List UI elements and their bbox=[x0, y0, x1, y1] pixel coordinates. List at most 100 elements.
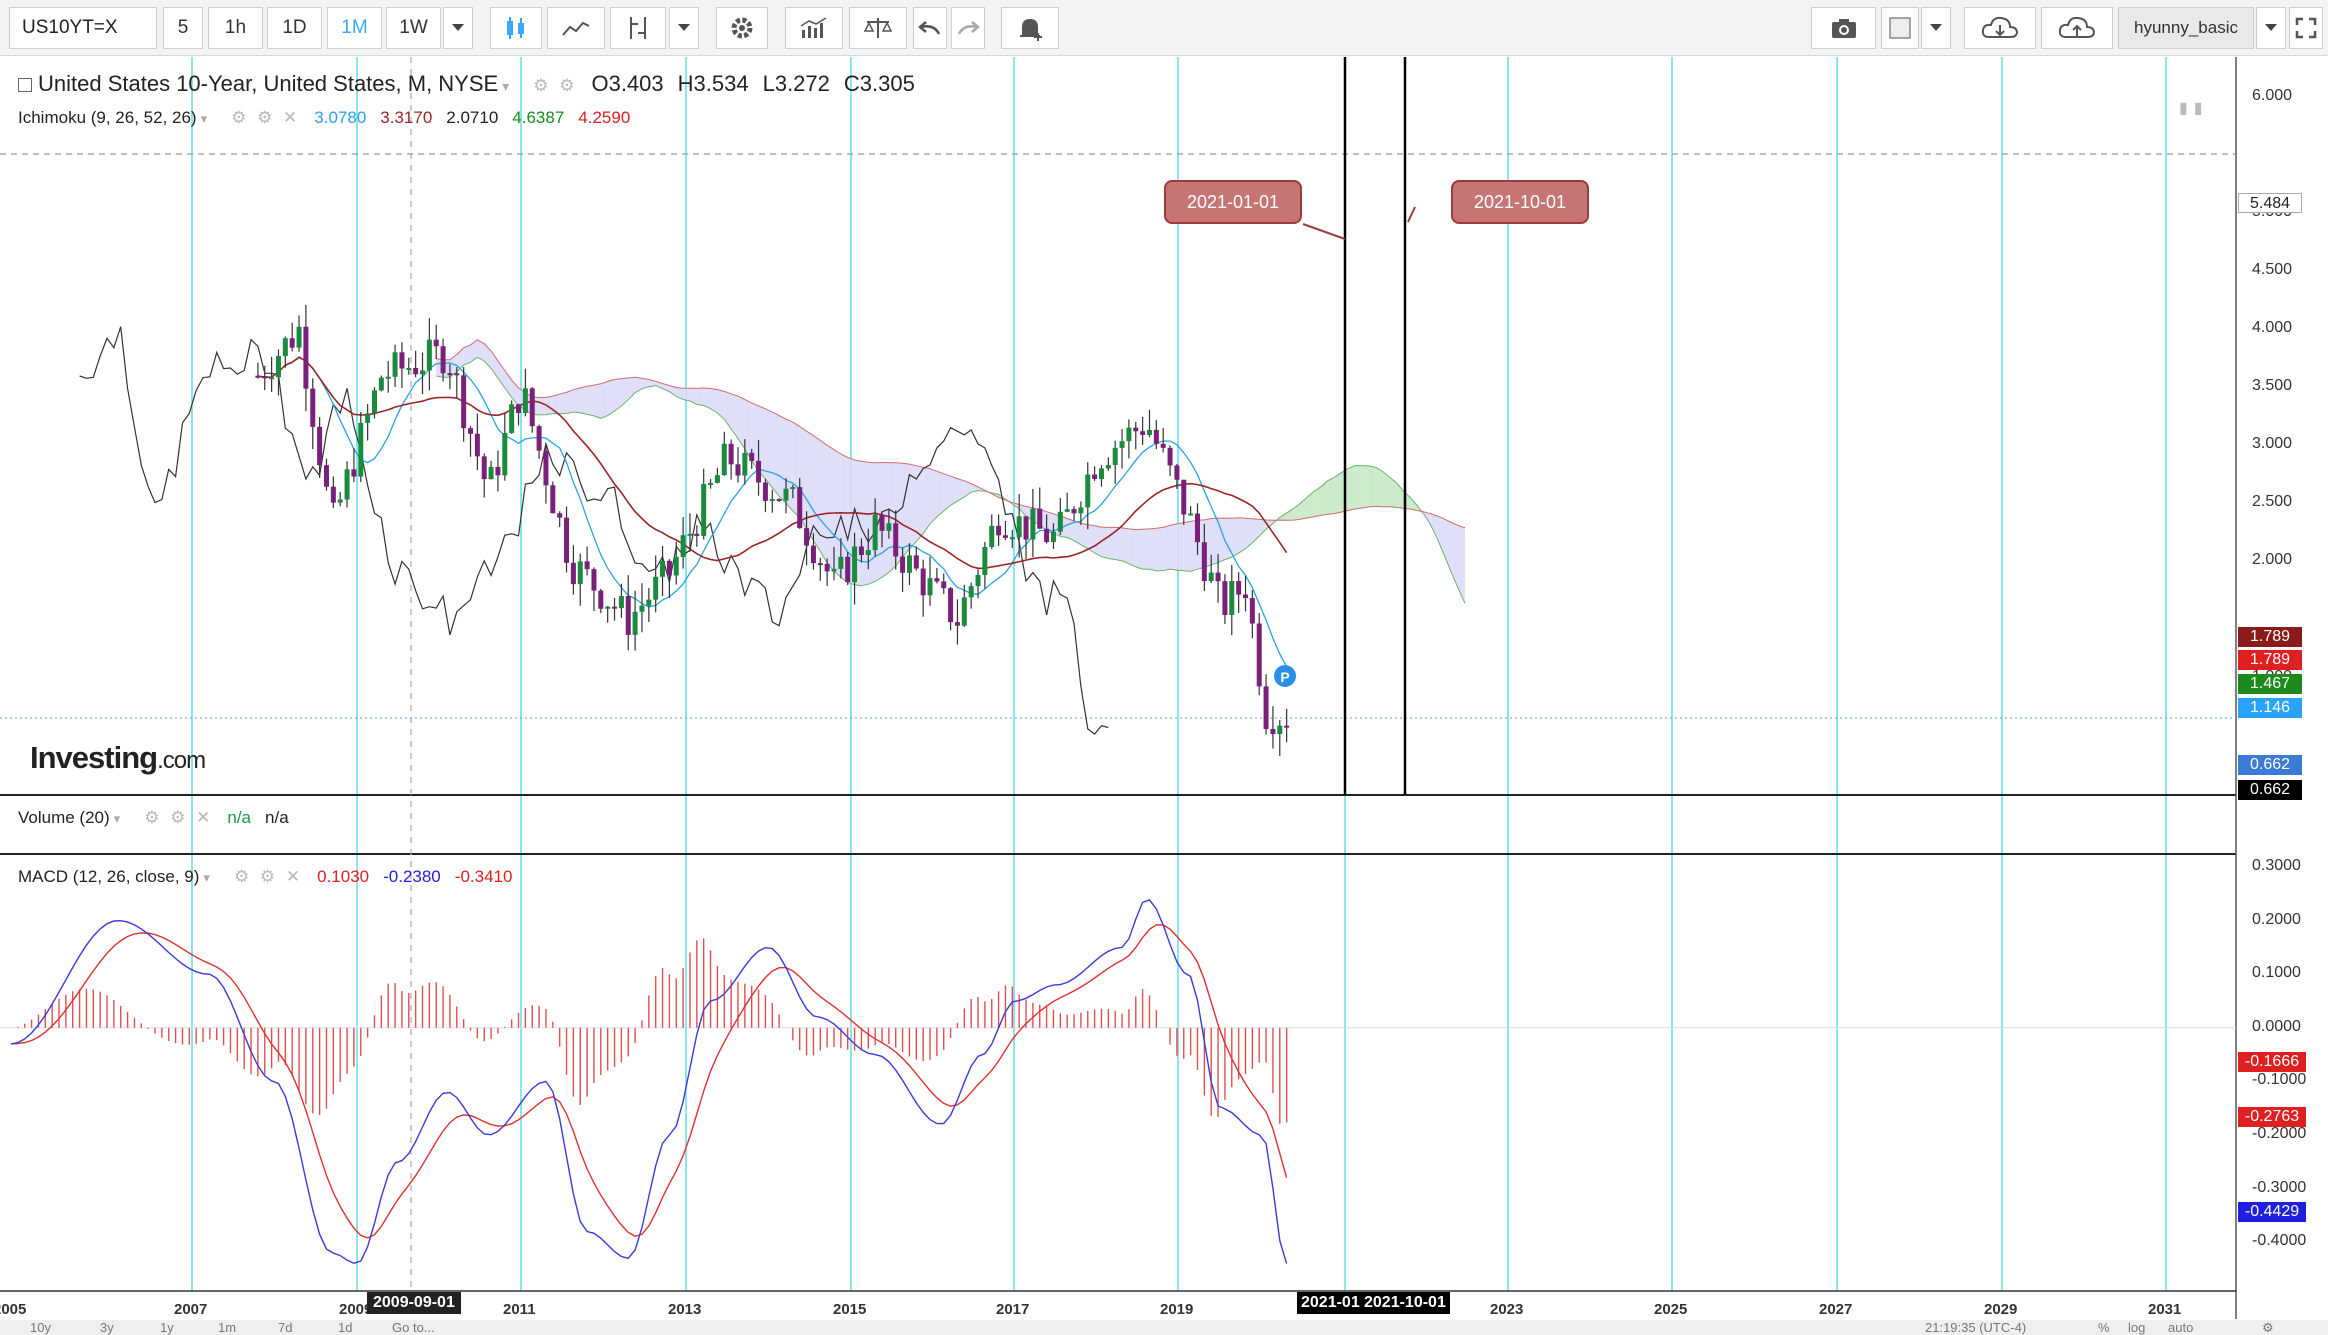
color-picker-button[interactable] bbox=[1881, 7, 1919, 49]
user-layout-name[interactable]: hyunny_basic bbox=[2118, 7, 2254, 49]
macd-tick-label: 0.2000 bbox=[2252, 910, 2301, 928]
candle bbox=[282, 338, 288, 357]
range-7d[interactable]: 7d bbox=[278, 1320, 293, 1335]
price-tick-label: 3.500 bbox=[2252, 377, 2293, 395]
candle bbox=[824, 563, 830, 572]
candle bbox=[1249, 598, 1255, 624]
load-layout-button[interactable] bbox=[1964, 7, 2036, 49]
indicator-controls-icon[interactable]: ⚙ ⚙ ✕ bbox=[233, 867, 304, 886]
range-1d[interactable]: 1d bbox=[338, 1320, 353, 1335]
candle bbox=[275, 356, 281, 378]
cloud-segment bbox=[827, 445, 834, 572]
interval-1d-button[interactable]: 1D bbox=[267, 7, 322, 49]
candlestick-series[interactable] bbox=[255, 304, 1290, 757]
candle bbox=[941, 581, 947, 589]
candle bbox=[1092, 474, 1098, 480]
chevron-down-icon[interactable]: ▾ bbox=[113, 811, 121, 826]
callout-label-1[interactable]: 2021-01-01 bbox=[1164, 180, 1302, 224]
range-10y[interactable]: 10y bbox=[30, 1320, 51, 1335]
interval-1w-button[interactable]: 1W bbox=[386, 7, 441, 49]
cloud-segment bbox=[573, 387, 581, 413]
cloud-segment bbox=[923, 467, 931, 534]
save-layout-button[interactable] bbox=[2041, 7, 2113, 49]
settings-button[interactable] bbox=[716, 7, 768, 49]
range-3y[interactable]: 3y bbox=[100, 1320, 114, 1335]
range-1y[interactable]: 1y bbox=[160, 1320, 174, 1335]
cloud-segment bbox=[545, 396, 553, 415]
time-tick-label: 2005 bbox=[0, 1301, 27, 1318]
cloud-segment bbox=[1238, 517, 1246, 554]
candle bbox=[721, 443, 727, 476]
cloud-segment bbox=[1101, 527, 1109, 559]
span-a-value: 4.6387 bbox=[512, 108, 565, 127]
chart-canvas[interactable]: P bbox=[0, 57, 2328, 1335]
fullscreen-button[interactable] bbox=[2289, 7, 2323, 49]
color-square-icon bbox=[1889, 17, 1911, 39]
candle bbox=[365, 413, 371, 423]
callout-label-2[interactable]: 2021-10-01 bbox=[1451, 180, 1589, 224]
candle bbox=[934, 578, 940, 582]
candles-style-button[interactable] bbox=[490, 7, 542, 49]
cloud-segment bbox=[491, 351, 498, 379]
position-marker-icon[interactable] bbox=[1274, 665, 1296, 687]
cloud-segment bbox=[1451, 522, 1459, 589]
legend-settings-icon[interactable]: ⚙ ⚙ bbox=[533, 76, 578, 95]
cloud-segment bbox=[470, 339, 478, 363]
cloud-segment bbox=[1382, 471, 1390, 507]
volume-value-2: n/a bbox=[265, 808, 289, 827]
macd-tag: -0.1666 bbox=[2238, 1052, 2306, 1072]
candle bbox=[1016, 516, 1022, 538]
cloud-segment bbox=[703, 387, 711, 409]
user-layout-dropdown[interactable] bbox=[2256, 7, 2286, 49]
cloud-segment bbox=[1163, 525, 1171, 571]
compare-button[interactable] bbox=[849, 7, 907, 49]
candle bbox=[1085, 474, 1091, 508]
drawing-tool-dropdown[interactable] bbox=[669, 7, 699, 49]
interval-dropdown[interactable] bbox=[443, 7, 473, 49]
undo-button[interactable] bbox=[913, 7, 947, 49]
candle bbox=[1009, 537, 1015, 540]
candle bbox=[1284, 725, 1290, 728]
cloud-segment bbox=[936, 471, 944, 517]
chevron-down-icon[interactable]: ▾ bbox=[502, 78, 510, 94]
ichimoku-legend: Ichimoku (9, 26, 52, 26) ▾ ⚙ ⚙ ✕ 3.0780 3.31… bbox=[18, 108, 644, 128]
color-picker-dropdown[interactable] bbox=[1921, 7, 1951, 49]
candle bbox=[804, 528, 810, 546]
range-1m[interactable]: 1m bbox=[218, 1320, 237, 1335]
cloud-segment bbox=[902, 463, 910, 557]
cloud-segment bbox=[957, 478, 965, 502]
price-tag: 0.662 bbox=[2238, 780, 2302, 800]
callout-pointer-1 bbox=[1302, 223, 1346, 240]
candle bbox=[1133, 427, 1139, 432]
line-style-button[interactable] bbox=[547, 7, 605, 49]
goto-date[interactable]: Go to... bbox=[392, 1320, 435, 1335]
candle bbox=[865, 550, 871, 556]
indicator-controls-icon[interactable]: ⚙ ⚙ ✕ bbox=[144, 808, 214, 827]
snapshot-button[interactable] bbox=[1811, 7, 1876, 49]
interval-5m-button[interactable]: 5 bbox=[163, 7, 203, 49]
indicators-button[interactable] bbox=[785, 7, 843, 49]
cloud-segment bbox=[1375, 467, 1383, 507]
percent-toggle[interactable]: % bbox=[2098, 1320, 2110, 1335]
chevron-down-icon[interactable]: ▾ bbox=[200, 111, 208, 126]
alert-button[interactable] bbox=[1001, 7, 1059, 49]
interval-1m-button[interactable]: 1M bbox=[327, 7, 382, 49]
candle bbox=[913, 555, 919, 569]
auto-toggle[interactable]: auto bbox=[2168, 1320, 2194, 1335]
cloud-segment bbox=[1183, 521, 1191, 572]
interval-1h-button[interactable]: 1h bbox=[208, 7, 263, 49]
pane-controls-icon[interactable]: ▮▮ bbox=[2179, 100, 2209, 117]
price-tag: 5.484 bbox=[2238, 193, 2302, 213]
candle bbox=[701, 483, 707, 536]
drawing-tool-button[interactable] bbox=[610, 7, 666, 49]
candle bbox=[564, 517, 570, 563]
indicator-controls-icon[interactable]: ⚙ ⚙ ✕ bbox=[231, 108, 301, 127]
chevron-down-icon[interactable]: ▾ bbox=[203, 870, 210, 885]
collapse-icon[interactable] bbox=[18, 78, 32, 92]
cloud-segment bbox=[1410, 497, 1417, 511]
redo-button[interactable] bbox=[951, 7, 985, 49]
time-tick-label: 2011 bbox=[503, 1301, 536, 1318]
settings-gear-icon[interactable]: ⚙ bbox=[2262, 1320, 2274, 1335]
log-toggle[interactable]: log bbox=[2128, 1320, 2146, 1335]
symbol-input[interactable]: US10YT=X bbox=[9, 7, 157, 49]
